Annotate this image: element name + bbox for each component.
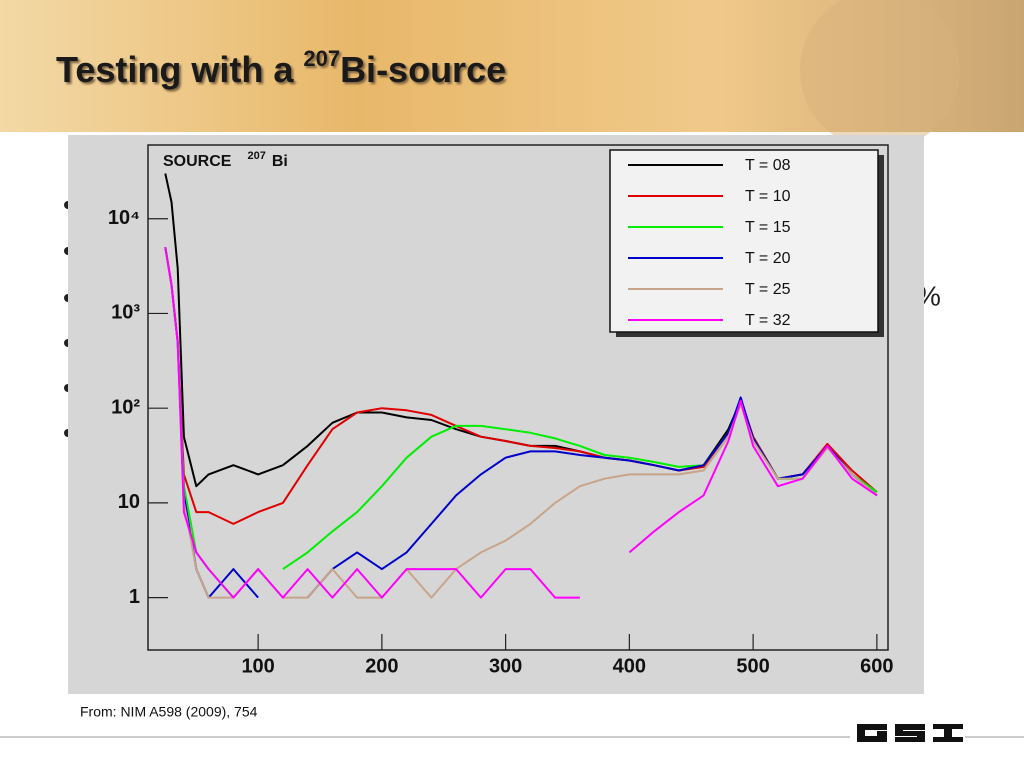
legend-label: T = 32 bbox=[745, 312, 791, 329]
logo-part bbox=[857, 736, 887, 742]
logo-part bbox=[895, 724, 925, 730]
banner-decoration bbox=[800, 0, 960, 150]
title-superscript: 207 bbox=[303, 46, 340, 71]
legend-label: T = 15 bbox=[745, 219, 791, 236]
logo-part bbox=[857, 724, 865, 742]
y-tick-label: 10 bbox=[118, 491, 140, 513]
x-tick-label: 300 bbox=[489, 655, 522, 677]
legend-box bbox=[609, 149, 879, 333]
title-text: Bi-source bbox=[340, 49, 506, 90]
y-tick-label: 10³ bbox=[111, 302, 140, 324]
chart-annotation: SOURCE 207 Bi bbox=[163, 150, 288, 170]
legend-label: T = 08 bbox=[745, 157, 791, 174]
logo-part bbox=[933, 737, 963, 742]
x-tick-label: 500 bbox=[736, 655, 769, 677]
x-tick-label: 400 bbox=[613, 655, 646, 677]
legend: T = 08 T = 10 T = 15 T = 20 T = 25 T = 32 bbox=[609, 149, 884, 337]
logo-part bbox=[895, 731, 925, 736]
x-tick-label: 200 bbox=[365, 655, 398, 677]
x-tick-label: 600 bbox=[860, 655, 893, 677]
logo-part bbox=[857, 724, 887, 730]
annotation-text: Bi bbox=[272, 153, 288, 170]
logo-part bbox=[917, 734, 925, 737]
annotation-superscript: 207 bbox=[247, 150, 265, 162]
y-tick-label: 10² bbox=[111, 396, 140, 418]
logo-part bbox=[944, 724, 952, 742]
annotation-text: SOURCE bbox=[163, 153, 232, 170]
series-line bbox=[164, 247, 878, 599]
logo-part bbox=[877, 731, 887, 737]
x-tick-label: 100 bbox=[241, 655, 274, 677]
logo-part bbox=[895, 737, 925, 742]
legend-label: T = 10 bbox=[745, 188, 791, 205]
legend-label: T = 25 bbox=[745, 281, 791, 298]
source-note: From: NIM A598 (2009), 754 bbox=[80, 704, 258, 720]
y-tick-label: 1 bbox=[129, 586, 140, 608]
title-text: Testing with a bbox=[56, 49, 303, 90]
gsi-logo bbox=[857, 724, 963, 742]
legend-label: T = 20 bbox=[745, 250, 791, 267]
y-tick-label: 10⁴ bbox=[108, 207, 140, 229]
plot: 1 10 10² 10³ 10⁴ 100 200 300 400 500 600 bbox=[108, 173, 894, 677]
slide-title: Testing with a 207Bi-source bbox=[56, 46, 506, 90]
